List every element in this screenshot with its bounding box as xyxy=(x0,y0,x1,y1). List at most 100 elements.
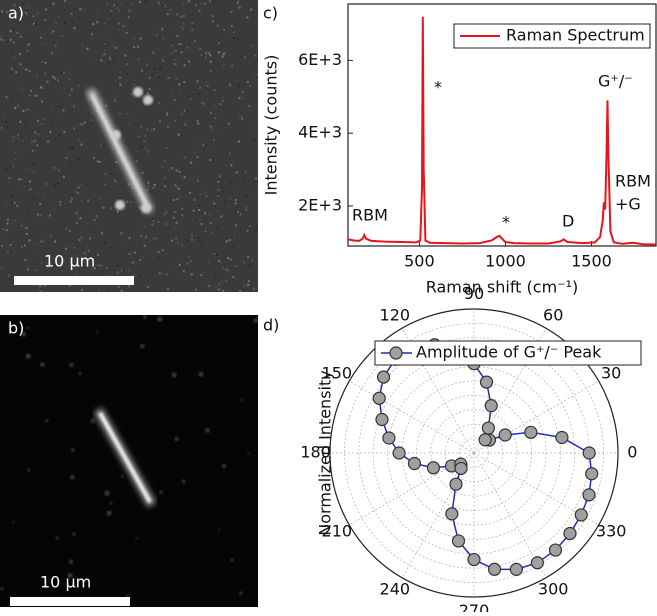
noise xyxy=(204,2,207,5)
noise xyxy=(26,6,29,9)
speck xyxy=(157,316,163,322)
polar-marker xyxy=(375,412,389,427)
noise xyxy=(178,83,181,86)
noise xyxy=(12,139,15,142)
noise xyxy=(115,80,118,83)
noise xyxy=(167,77,170,80)
polar-marker xyxy=(509,562,523,576)
noise xyxy=(229,152,232,155)
noise xyxy=(158,123,161,126)
theta-tick-label: 330 xyxy=(596,522,627,541)
noise xyxy=(13,4,16,7)
noise xyxy=(235,265,238,268)
noise xyxy=(193,141,196,144)
noise xyxy=(216,98,219,101)
noise xyxy=(178,43,181,46)
noise xyxy=(148,88,151,91)
noise xyxy=(149,285,152,288)
noise xyxy=(61,14,64,17)
noise xyxy=(5,229,8,232)
noise xyxy=(257,64,258,67)
noise xyxy=(131,186,134,189)
noise xyxy=(54,30,57,33)
legend-box xyxy=(374,340,642,366)
noise xyxy=(152,51,155,54)
noise xyxy=(96,21,99,24)
noise xyxy=(176,242,179,245)
noise xyxy=(234,183,237,186)
noise xyxy=(142,90,145,93)
noise xyxy=(239,55,242,58)
grid-spoke xyxy=(473,452,547,578)
noise xyxy=(26,49,29,52)
noise xyxy=(79,8,82,11)
noise xyxy=(215,253,218,256)
noise xyxy=(225,268,228,271)
noise xyxy=(32,15,35,18)
noise xyxy=(112,4,115,7)
noise xyxy=(249,84,252,87)
noise xyxy=(222,123,225,126)
noise xyxy=(60,234,63,237)
noise xyxy=(70,95,73,98)
noise xyxy=(72,149,75,152)
noise xyxy=(9,177,12,180)
noise xyxy=(138,0,141,3)
noise xyxy=(138,206,141,209)
x-tick-label: 1500 xyxy=(571,252,612,271)
noise xyxy=(149,151,152,154)
noise xyxy=(227,68,230,71)
noise xyxy=(128,253,131,256)
noise xyxy=(36,144,39,147)
noise xyxy=(45,234,48,237)
noise xyxy=(47,140,50,143)
noise xyxy=(69,146,72,149)
noise xyxy=(176,224,179,227)
noise xyxy=(227,122,230,125)
noise xyxy=(2,39,5,42)
noise xyxy=(75,222,78,225)
noise xyxy=(100,260,103,263)
noise xyxy=(119,76,122,79)
noise xyxy=(166,125,169,128)
noise xyxy=(77,186,80,189)
noise xyxy=(230,164,233,167)
noise xyxy=(32,170,35,173)
noise xyxy=(53,166,56,169)
noise xyxy=(255,225,258,228)
noise xyxy=(138,275,141,278)
polar-marker xyxy=(530,556,544,570)
noise xyxy=(216,194,219,197)
noise xyxy=(111,185,114,188)
noise xyxy=(203,212,206,215)
noise xyxy=(71,147,74,150)
noise xyxy=(146,92,149,95)
noise xyxy=(77,158,80,161)
noise xyxy=(58,16,61,19)
noise xyxy=(95,85,98,88)
speck xyxy=(221,463,227,469)
noise xyxy=(108,37,111,40)
noise xyxy=(184,123,187,126)
noise xyxy=(133,37,136,40)
noise xyxy=(153,237,156,240)
noise xyxy=(44,42,47,45)
noise xyxy=(186,0,189,3)
legend-marker xyxy=(389,346,403,360)
noise xyxy=(0,126,3,129)
noise xyxy=(186,91,189,94)
noise xyxy=(247,283,250,286)
noise xyxy=(115,46,118,49)
noise xyxy=(150,73,153,76)
noise xyxy=(46,265,49,268)
noise xyxy=(246,262,249,265)
noise xyxy=(17,23,20,26)
noise xyxy=(209,60,212,63)
noise xyxy=(191,238,194,241)
noise xyxy=(2,228,5,231)
noise xyxy=(157,1,160,4)
noise xyxy=(250,44,253,47)
noise xyxy=(140,225,143,228)
noise xyxy=(188,96,191,99)
noise xyxy=(76,263,79,266)
